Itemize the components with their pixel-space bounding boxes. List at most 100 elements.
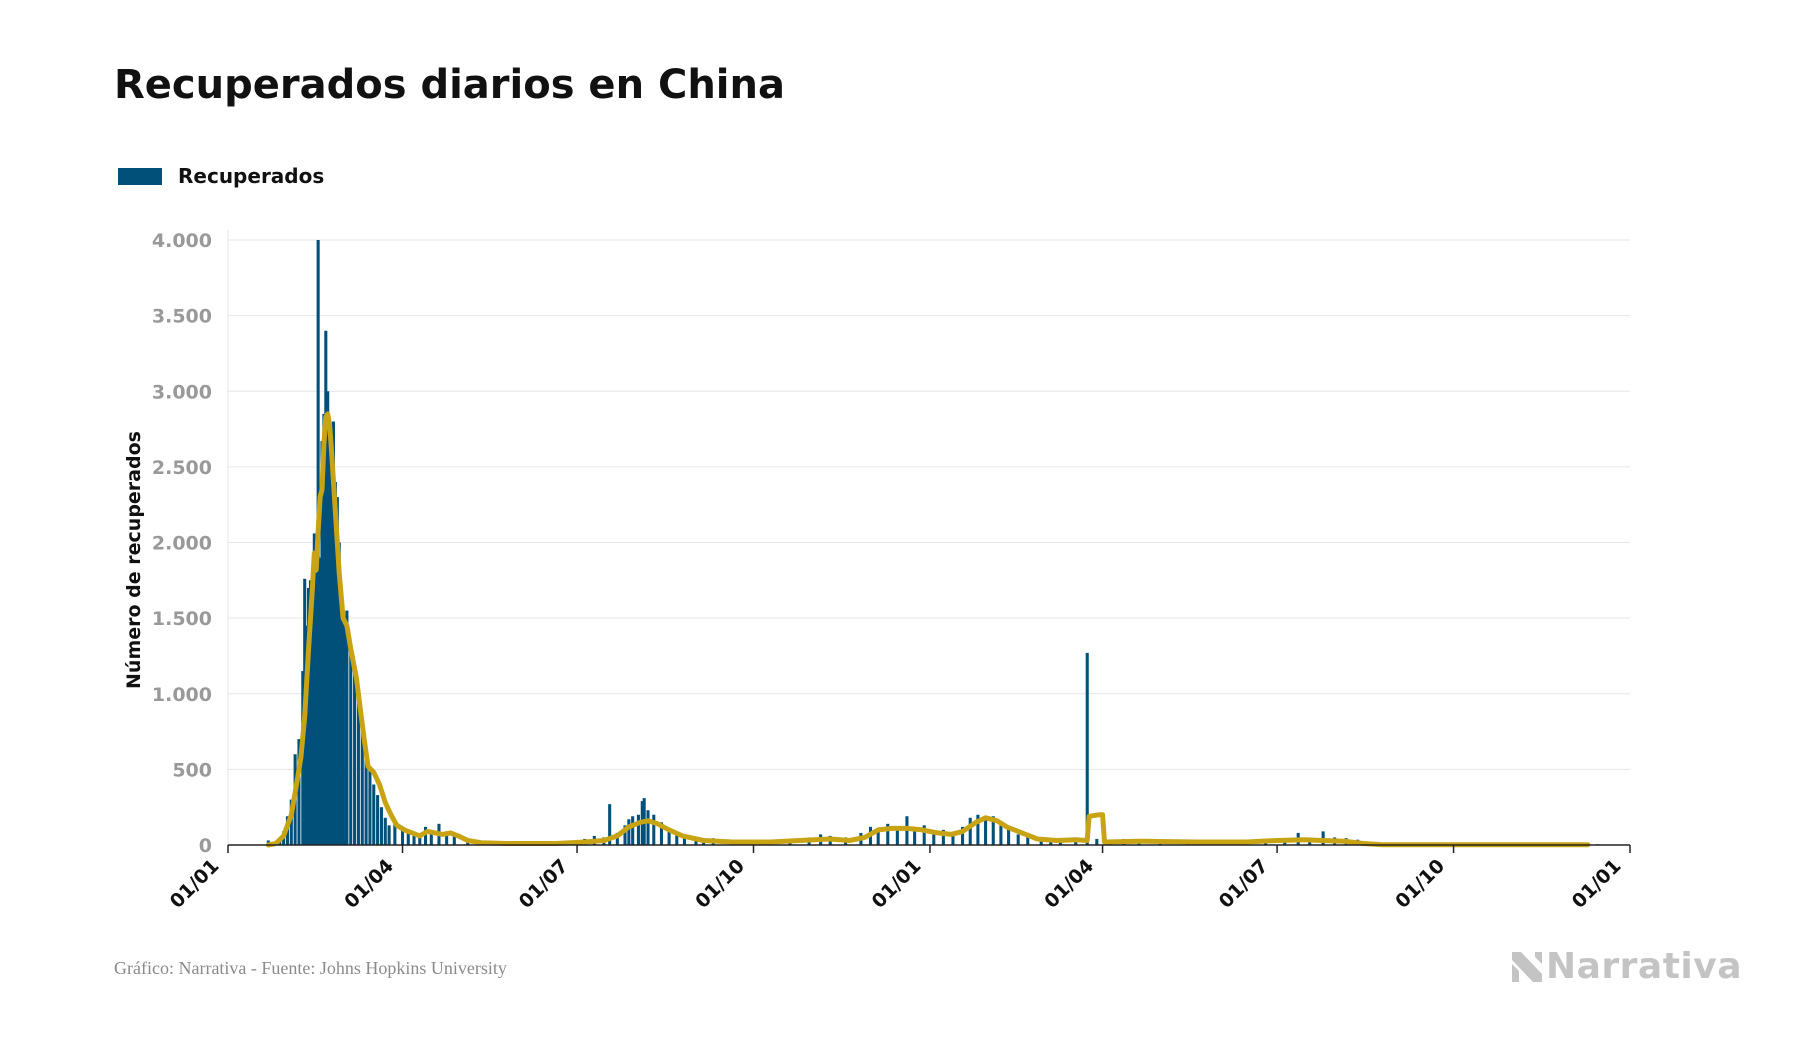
x-tick-label: 01/01 xyxy=(166,855,224,913)
bar xyxy=(308,580,313,845)
bar xyxy=(976,814,980,845)
x-tick-label: 01/10 xyxy=(1391,855,1449,913)
y-tick-label: 500 xyxy=(172,759,212,781)
bar xyxy=(320,441,324,845)
bar xyxy=(1039,840,1043,845)
bar xyxy=(682,837,686,845)
bar xyxy=(608,804,612,845)
chart-title: Recuperados diarios en China xyxy=(114,62,785,108)
chart-legend: Recuperados xyxy=(118,164,324,188)
bar xyxy=(418,835,422,845)
bar xyxy=(328,421,332,845)
bar xyxy=(360,724,364,845)
average-line xyxy=(265,411,1591,848)
bar xyxy=(932,832,936,845)
narrativa-logo: Narrativa xyxy=(1512,946,1742,987)
bar xyxy=(412,834,416,845)
bar xyxy=(297,739,301,845)
bar xyxy=(331,421,336,845)
bar xyxy=(387,825,391,845)
bar xyxy=(372,784,376,845)
legend-label-recuperados: Recuperados xyxy=(178,164,325,188)
bar xyxy=(984,819,988,845)
bar xyxy=(659,822,663,845)
bar xyxy=(383,817,387,845)
bar xyxy=(961,826,965,845)
bar xyxy=(318,557,322,845)
bar xyxy=(343,625,347,845)
bar xyxy=(876,828,880,845)
bar xyxy=(886,823,890,845)
bar xyxy=(991,816,995,845)
bar xyxy=(314,572,318,845)
x-tick-label: 01/07 xyxy=(1215,855,1273,913)
bar xyxy=(368,769,372,845)
y-tick-label: 1.000 xyxy=(152,684,212,706)
bar xyxy=(341,618,345,845)
bar xyxy=(337,542,341,845)
bar xyxy=(400,826,405,845)
bar xyxy=(393,822,397,845)
bar xyxy=(652,814,656,845)
bar xyxy=(353,671,357,845)
bar xyxy=(694,838,698,845)
bar xyxy=(364,754,368,845)
bar xyxy=(1095,838,1099,845)
source-note: Gráfico: Narrativa - Fuente: Johns Hopki… xyxy=(114,958,507,978)
bar xyxy=(429,829,433,845)
x-tick-label: 01/04 xyxy=(1040,855,1098,913)
x-tick-label: 01/01 xyxy=(868,855,926,913)
bar xyxy=(312,533,316,845)
legend-swatch-recuperados xyxy=(118,167,162,185)
y-tick-label: 4.000 xyxy=(152,230,212,252)
bar xyxy=(1026,837,1030,845)
bar xyxy=(999,825,1003,845)
bar xyxy=(667,829,671,845)
y-axis-ticks: 0 500 1.000 1.500 2.000 2.500 3.000 3.500 4.000 xyxy=(152,230,212,857)
y-tick-label: 2.000 xyxy=(152,533,212,555)
y-tick-label: 3.000 xyxy=(152,381,212,403)
x-tick-label: 01/07 xyxy=(515,855,573,913)
bar xyxy=(376,795,380,845)
bar xyxy=(406,831,410,845)
y-tick-label: 3.500 xyxy=(152,306,212,328)
bar xyxy=(623,825,627,845)
bar xyxy=(452,834,456,845)
bar xyxy=(895,826,899,845)
bar xyxy=(1085,652,1089,845)
bar xyxy=(326,391,330,845)
bar xyxy=(968,817,972,845)
bar xyxy=(941,829,945,845)
bar xyxy=(339,595,343,845)
bar xyxy=(424,826,428,845)
bar xyxy=(1049,841,1053,845)
bar xyxy=(322,413,326,845)
bar xyxy=(330,459,334,845)
bar xyxy=(646,810,650,845)
narrativa-n-icon xyxy=(1512,951,1542,982)
x-tick-label: 01/10 xyxy=(691,855,749,913)
bar xyxy=(307,587,311,845)
bar xyxy=(922,825,926,845)
bar xyxy=(335,497,339,845)
x-tick-label: 01/04 xyxy=(340,855,398,913)
bar xyxy=(345,610,349,845)
bar xyxy=(1016,834,1020,845)
bar xyxy=(631,816,635,845)
x-tick-label: 01/01 xyxy=(1568,855,1626,913)
y-tick-label: 1.500 xyxy=(152,608,212,630)
x-axis-ticks: 01/01 01/04 01/07 01/10 01/01 01/04 01/07 01/10… xyxy=(166,845,1631,913)
bar xyxy=(305,625,309,845)
bar xyxy=(289,799,293,845)
bar xyxy=(951,834,955,845)
y-tick-label: 2.500 xyxy=(152,457,212,479)
bar xyxy=(1007,828,1011,845)
bar xyxy=(356,693,360,845)
bar xyxy=(333,482,337,845)
bar xyxy=(675,834,679,845)
brand-name: Narrativa xyxy=(1546,946,1743,987)
bar xyxy=(636,814,640,845)
bar xyxy=(379,807,383,845)
bar xyxy=(324,330,328,845)
